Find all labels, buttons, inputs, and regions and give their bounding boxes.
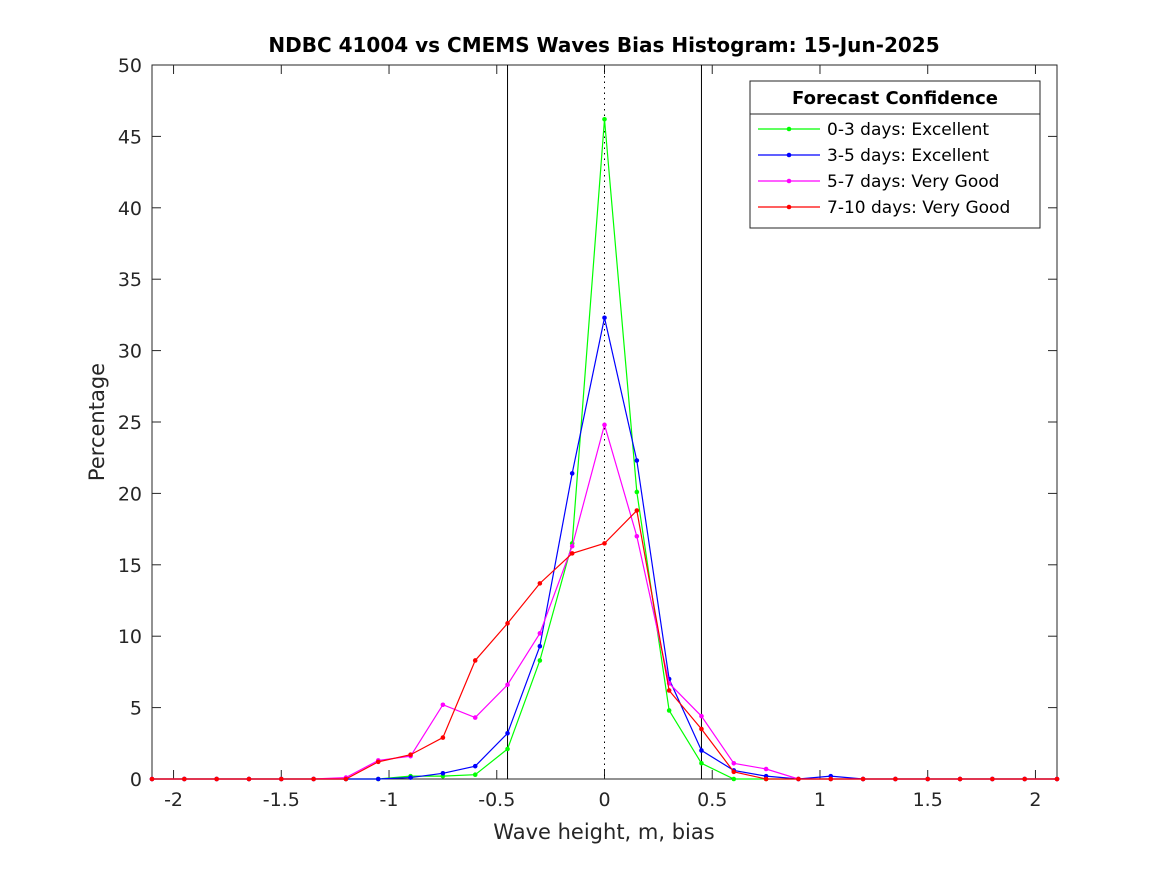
x-tick-label: -1.5 bbox=[263, 789, 300, 811]
y-tick-label: 30 bbox=[118, 341, 142, 363]
data-point-series-3 bbox=[246, 776, 252, 782]
data-point-series-3 bbox=[278, 776, 284, 782]
data-point-series-2 bbox=[699, 713, 704, 719]
data-point-series-2 bbox=[602, 422, 607, 428]
legend-swatch-marker bbox=[786, 204, 792, 210]
data-point-series-2 bbox=[763, 766, 769, 772]
data-point-series-1 bbox=[375, 776, 381, 782]
data-point-series-3 bbox=[1054, 776, 1060, 782]
x-tick-label: -1 bbox=[380, 789, 399, 811]
y-tick-label: 50 bbox=[118, 55, 142, 77]
data-point-series-3 bbox=[537, 581, 543, 586]
data-point-series-1 bbox=[505, 731, 510, 736]
data-point-series-3 bbox=[149, 776, 155, 782]
data-point-series-2 bbox=[440, 702, 446, 708]
data-point-series-0 bbox=[602, 116, 607, 122]
data-point-series-3 bbox=[375, 759, 381, 765]
data-point-series-3 bbox=[569, 551, 575, 556]
data-point-series-3 bbox=[408, 752, 413, 758]
y-tick-label: 0 bbox=[130, 769, 142, 791]
x-tick-label: 0.5 bbox=[697, 789, 727, 811]
x-tick-label: -0.5 bbox=[478, 789, 515, 811]
data-point-series-2 bbox=[505, 682, 510, 688]
x-tick-label: 1.5 bbox=[913, 789, 943, 811]
data-point-series-3 bbox=[440, 735, 446, 740]
x-axis-title: Wave height, m, bias bbox=[493, 820, 714, 844]
plot-area: -2 -1.5 -1 -0.5 0 0.5 1 1.5 20510152025303540455… bbox=[118, 55, 1060, 811]
data-point-series-3 bbox=[957, 776, 963, 782]
data-point-series-3 bbox=[860, 776, 866, 782]
legend-entry-label: 5-7 days: Very Good bbox=[827, 172, 999, 192]
legend-swatch-marker bbox=[786, 178, 792, 184]
legend-swatch-marker bbox=[786, 126, 792, 132]
data-point-series-3 bbox=[311, 776, 316, 782]
data-point-series-3 bbox=[182, 776, 187, 782]
y-tick-label: 40 bbox=[118, 198, 142, 220]
data-point-series-3 bbox=[990, 776, 995, 782]
chart-title: NDBC 41004 vs CMEMS Waves Bias Histogram… bbox=[268, 33, 939, 57]
data-point-series-0 bbox=[634, 489, 640, 495]
data-point-series-3 bbox=[796, 776, 801, 782]
data-point-series-1 bbox=[440, 770, 446, 776]
data-point-series-3 bbox=[763, 776, 769, 782]
data-point-series-0 bbox=[699, 760, 704, 766]
data-point-series-3 bbox=[602, 541, 607, 546]
data-point-series-0 bbox=[505, 746, 510, 752]
data-point-series-3 bbox=[731, 769, 737, 775]
x-tick-label: 2 bbox=[1029, 789, 1041, 811]
data-point-series-0 bbox=[537, 658, 543, 663]
y-tick-label: 20 bbox=[118, 483, 142, 505]
legend-entry-label: 0-3 days: Excellent bbox=[827, 120, 989, 140]
legend-swatch-marker bbox=[786, 152, 792, 158]
data-point-series-1 bbox=[634, 458, 640, 463]
data-point-series-3 bbox=[828, 776, 834, 782]
data-point-series-3 bbox=[214, 776, 219, 782]
data-point-series-2 bbox=[731, 760, 737, 766]
data-point-series-1 bbox=[569, 471, 575, 476]
x-tick-label: -2 bbox=[164, 789, 183, 811]
y-tick-label: 45 bbox=[118, 126, 142, 148]
data-point-series-1 bbox=[472, 763, 478, 769]
data-point-series-0 bbox=[731, 776, 737, 782]
data-point-series-2 bbox=[634, 533, 640, 539]
data-point-series-3 bbox=[666, 688, 672, 693]
data-point-series-3 bbox=[1022, 776, 1027, 782]
data-point-series-3 bbox=[699, 726, 704, 732]
data-point-series-2 bbox=[472, 715, 478, 720]
data-point-series-2 bbox=[569, 543, 575, 549]
legend-entry-label: 7-10 days: Very Good bbox=[827, 198, 1010, 218]
data-point-series-1 bbox=[537, 643, 543, 649]
data-point-series-3 bbox=[343, 776, 349, 782]
y-tick-label: 5 bbox=[130, 698, 142, 720]
data-point-series-1 bbox=[408, 775, 413, 780]
data-point-series-1 bbox=[602, 315, 607, 321]
data-point-series-3 bbox=[634, 508, 640, 513]
y-tick-label: 10 bbox=[118, 626, 142, 648]
data-point-series-0 bbox=[666, 708, 672, 713]
data-point-series-3 bbox=[472, 658, 478, 663]
y-tick-label: 25 bbox=[118, 412, 142, 434]
y-tick-label: 15 bbox=[118, 555, 142, 577]
data-point-series-2 bbox=[537, 631, 543, 636]
legend-title: Forecast Confidence bbox=[792, 88, 998, 109]
y-tick-label: 35 bbox=[118, 269, 142, 291]
x-tick-label: 0 bbox=[598, 789, 610, 811]
data-point-series-3 bbox=[925, 776, 931, 782]
x-tick-label: 1 bbox=[814, 789, 826, 811]
data-point-series-0 bbox=[472, 772, 478, 778]
data-point-series-3 bbox=[893, 776, 898, 782]
y-axis-title: Percentage bbox=[85, 363, 109, 481]
data-point-series-1 bbox=[699, 748, 704, 753]
data-point-series-3 bbox=[505, 621, 510, 626]
legend-entry-label: 3-5 days: Excellent bbox=[827, 146, 989, 166]
